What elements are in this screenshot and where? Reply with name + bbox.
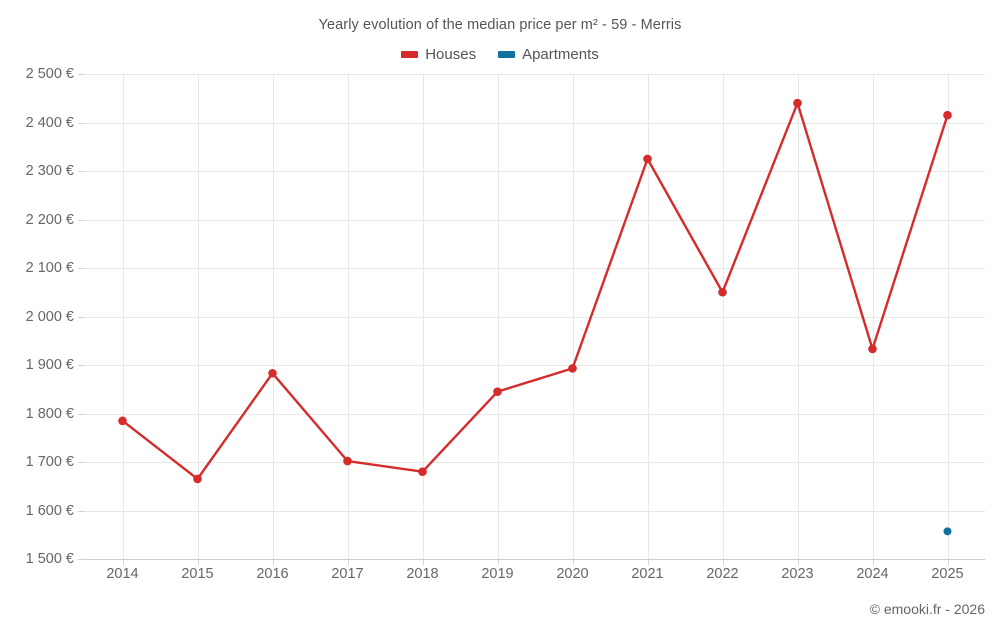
gridline-vertical [197,74,199,559]
gridline-vertical [872,74,874,559]
x-axis-tick-label: 2018 [406,566,439,582]
y-axis-tick-mark [78,365,85,366]
gridline-horizontal [85,462,985,463]
y-axis-tick-mark [78,74,85,75]
gridline-horizontal [85,413,985,415]
y-axis-tick-mark [78,171,85,172]
legend-label: Houses [425,46,477,63]
data-point-marker[interactable] [643,154,652,164]
gridline-vertical [347,74,349,559]
x-axis-tick-mark [422,559,424,565]
x-axis-tick-mark [347,559,349,565]
gridline-horizontal [85,268,985,269]
gridline-vertical [797,74,799,559]
gridline-vertical [572,74,574,559]
gridline-horizontal [85,510,985,512]
data-point-marker[interactable] [793,98,802,108]
x-axis-tick-mark [647,559,649,565]
data-point-marker[interactable] [493,387,502,396]
legend-swatch-icon [401,51,419,58]
gridline-vertical [647,74,649,559]
x-axis-tick-mark [497,559,499,565]
y-axis-tick-mark [78,559,85,560]
chart-title: Yearly evolution of the median price per… [318,17,682,33]
credit-text: © emooki.fr - 2026 [869,601,985,617]
legend-swatch-icon [498,51,516,58]
gridline-horizontal [85,365,985,366]
y-axis-tick-mark [78,268,85,269]
y-axis-tick-label: 1 900 € [25,357,74,373]
x-axis-tick-mark [797,559,799,565]
gridline-horizontal [85,316,985,318]
y-axis-tick-label: 1 800 € [25,405,74,422]
y-axis-tick-mark [78,510,85,512]
legend-label: Apartments [522,46,599,63]
x-axis-tick-label: 2023 [781,566,814,582]
y-axis-tick-mark [78,122,85,124]
data-point-marker[interactable] [943,110,952,120]
data-point-marker[interactable] [568,364,577,373]
gridline-vertical [497,74,499,559]
x-axis-tick-label: 2016 [256,566,289,582]
x-axis-tick-mark [272,559,274,565]
x-axis-tick-label: 2020 [556,566,589,582]
x-axis-tick-mark [572,559,574,565]
gridline-horizontal [85,122,985,124]
y-axis-tick-label: 2 400 € [25,114,74,131]
chart-legend: Houses Apartments [0,46,1000,63]
data-point-marker[interactable] [868,344,877,354]
gridline-horizontal [85,74,985,75]
x-axis-tick-label: 2014 [106,566,139,582]
x-axis-tick-mark [872,559,874,565]
y-axis-tick-mark [78,462,85,463]
gridline-horizontal [85,219,985,221]
y-axis-tick-mark [78,219,85,221]
x-axis-tick-mark [947,559,949,565]
y-axis-tick-label: 2 500 € [25,66,74,82]
y-axis-tick-label: 2 200 € [25,211,74,228]
gridline-horizontal [85,171,985,172]
x-axis-tick-mark [122,559,124,565]
y-axis-tick-label: 1 600 € [25,502,74,519]
y-axis-tick-mark [78,316,85,318]
y-axis-tick-label: 2 000 € [25,308,74,325]
y-axis-tick-label: 1 700 € [25,454,74,470]
gridline-vertical [722,74,724,559]
x-axis-tick-label: 2025 [931,566,964,582]
x-axis-tick-label: 2015 [181,566,214,582]
gridline-vertical [122,74,124,559]
x-axis-tick-mark [197,559,199,565]
gridline-vertical [422,74,424,559]
x-axis-tick-label: 2017 [331,566,364,582]
x-axis-tick-label: 2024 [856,566,889,582]
legend-item-apartments[interactable]: Apartments [498,46,599,63]
data-point-marker[interactable] [118,416,127,426]
y-axis-tick-label: 1 500 € [25,551,74,567]
data-point-marker[interactable] [418,467,427,477]
gridline-vertical [272,74,274,559]
legend-item-houses[interactable]: Houses [401,46,476,63]
data-point-marker[interactable] [943,527,952,536]
x-axis-tick-label: 2022 [706,566,739,582]
data-point-marker[interactable] [268,368,277,378]
y-axis-tick-mark [78,413,85,415]
x-axis-tick-label: 2019 [481,566,514,582]
data-point-marker[interactable] [343,456,352,466]
y-axis-tick-label: 2 300 € [25,163,74,179]
series-line-houses [121,101,949,481]
data-point-marker[interactable] [193,474,202,484]
y-axis-tick-label: 2 100 € [25,260,74,276]
x-axis-tick-mark [722,559,724,565]
x-axis-line [85,559,985,560]
gridline-vertical [947,74,949,559]
x-axis-tick-label: 2021 [631,566,664,582]
data-point-marker[interactable] [718,287,727,297]
